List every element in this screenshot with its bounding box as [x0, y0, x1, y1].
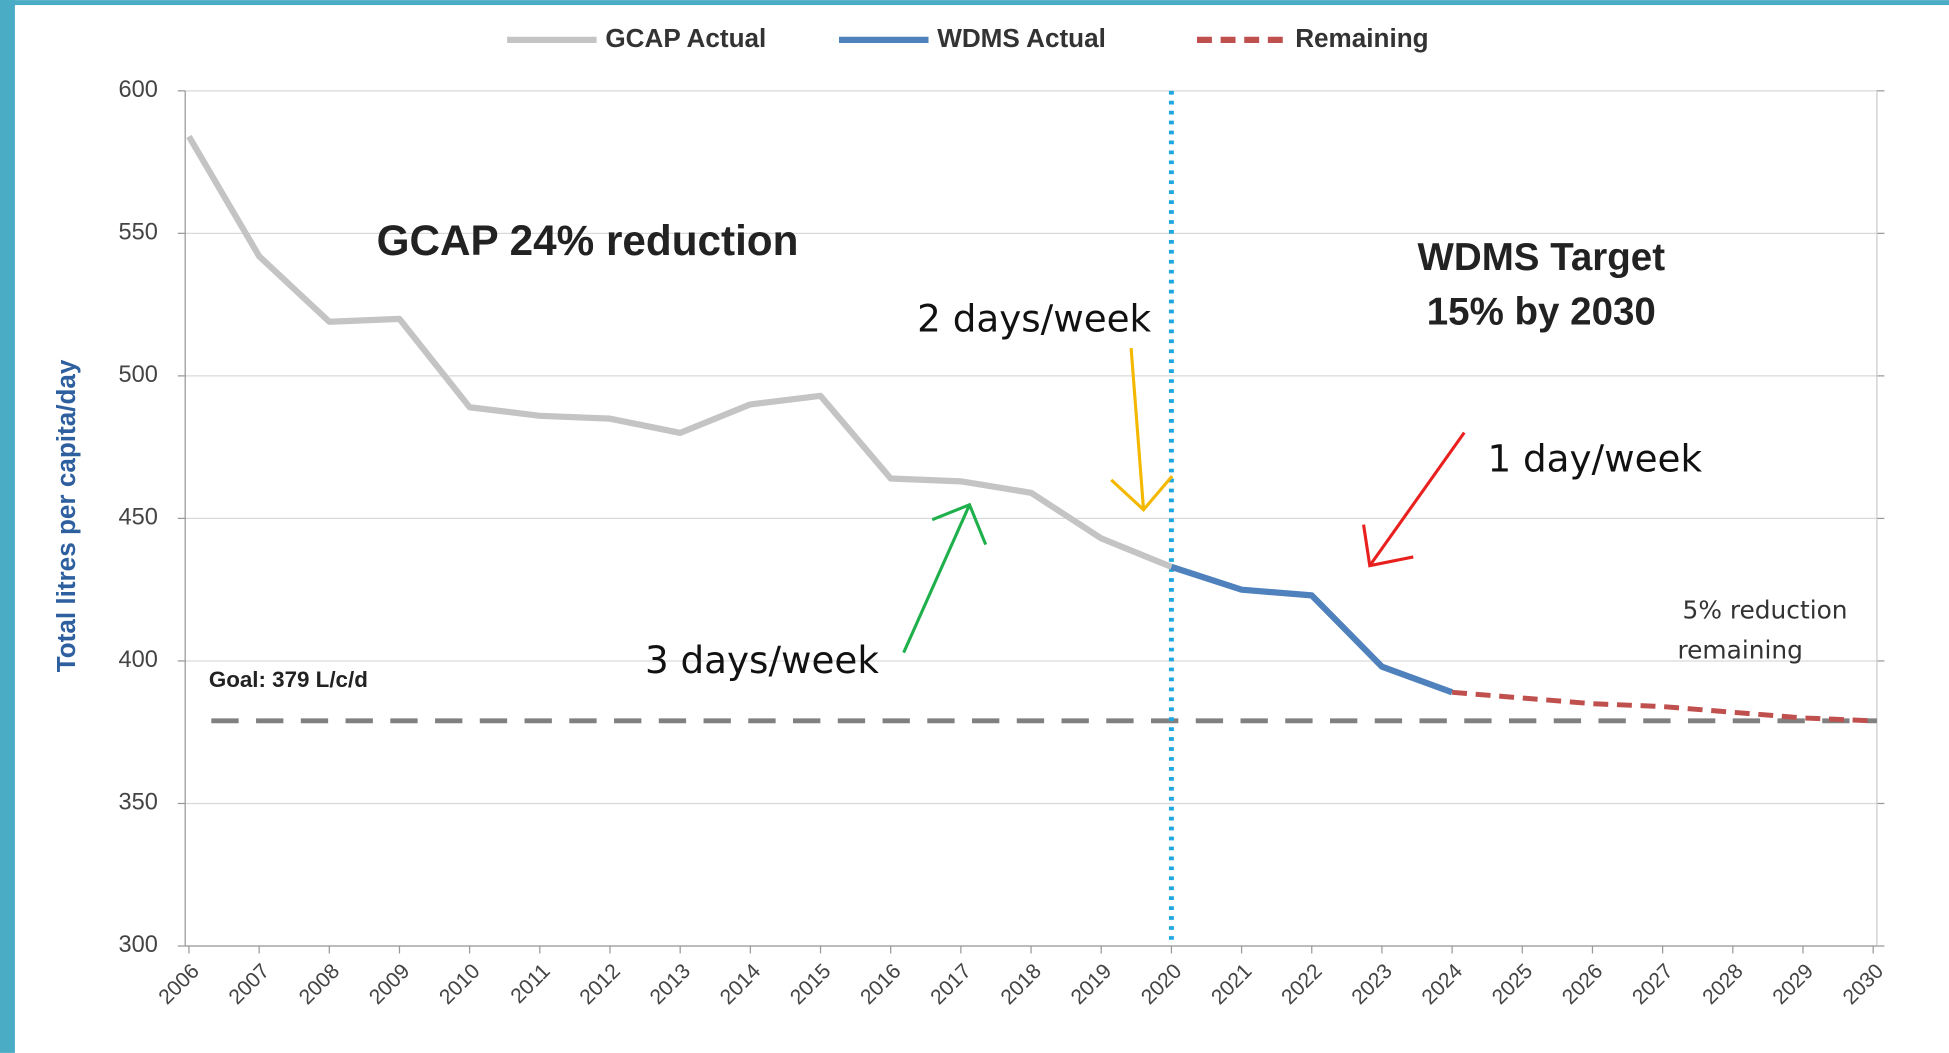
annotation: 2 days/week — [917, 296, 1151, 340]
y-tick-label: 550 — [118, 220, 157, 246]
y-tick-label: 350 — [118, 790, 157, 816]
arrow-head — [1362, 524, 1414, 568]
arrow — [1368, 431, 1466, 567]
top-border — [0, 0, 1949, 6]
y-tick-label: 600 — [118, 77, 157, 103]
y-axis-label: Total litres per capita/day — [51, 359, 81, 672]
annotation: WDMS Target — [1418, 236, 1666, 279]
legend-label: Remaining — [1295, 23, 1428, 53]
arrow — [1129, 348, 1146, 510]
left-border — [0, 0, 15, 1053]
goal-label: Goal: 379 L/c/d — [209, 667, 368, 692]
arrow — [902, 504, 971, 654]
arrow-head — [931, 502, 988, 546]
y-tick-label: 400 — [118, 647, 157, 673]
annotation: 15% by 2030 — [1427, 291, 1656, 334]
annotation: 5% reduction — [1683, 596, 1848, 625]
legend-label: WDMS Actual — [937, 23, 1106, 53]
annotation: 3 days/week — [645, 638, 879, 682]
annotation: GCAP 24% reduction — [377, 217, 799, 264]
arrow-head — [1110, 475, 1174, 512]
legend-label: GCAP Actual — [605, 23, 766, 53]
y-tick-label: 450 — [118, 505, 157, 531]
y-tick-label: 300 — [118, 932, 157, 958]
arrows — [902, 348, 1466, 654]
annotation: 1 day/week — [1487, 437, 1702, 481]
series-line — [186, 134, 1173, 570]
annotation: remaining — [1677, 635, 1802, 664]
y-tick-label: 500 — [118, 362, 157, 388]
series-line — [1170, 563, 1454, 696]
